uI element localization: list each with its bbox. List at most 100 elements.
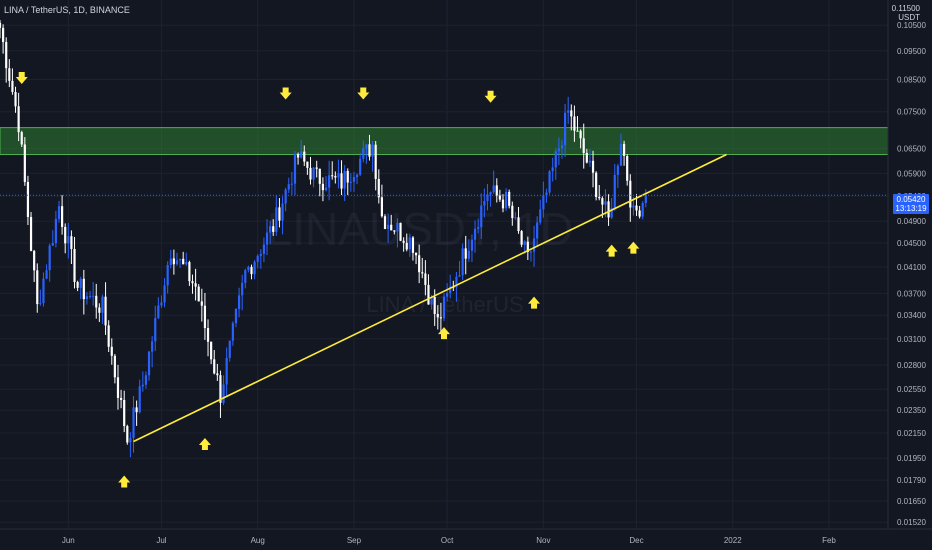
candle-body — [619, 143, 623, 166]
candle-body — [225, 357, 228, 385]
candle-body — [492, 185, 495, 193]
arrow-up-icon — [118, 475, 131, 488]
candle-body — [200, 301, 203, 306]
candle-body — [219, 375, 222, 403]
candle-body — [247, 266, 250, 271]
ascending-trendline — [133, 153, 727, 443]
candle-body — [126, 426, 129, 443]
candle-body — [144, 375, 148, 385]
y-tick-label: 0.01950 — [897, 454, 926, 463]
candle-body — [256, 255, 259, 262]
arrow-up-icon — [605, 244, 618, 257]
candle-body — [157, 305, 160, 319]
candle-body — [259, 253, 262, 256]
candle-body — [172, 258, 175, 265]
candle-body — [318, 168, 321, 184]
last-price-tag: 0.05420 13:13:19 — [893, 194, 929, 214]
candle-body — [250, 266, 253, 275]
candle-body — [113, 355, 116, 378]
axis-unit-label: 0.11500 USDT — [892, 4, 920, 22]
candle-body — [23, 144, 26, 182]
candle-body — [203, 305, 207, 329]
candle-body — [601, 198, 604, 205]
candle-body — [337, 173, 340, 178]
candle-body — [281, 203, 284, 221]
symbol-header[interactable]: LINA / TetherUS, 1D, BINANCE — [4, 5, 130, 15]
candle-body — [523, 241, 526, 245]
candle-body — [278, 207, 281, 221]
candle-body — [182, 258, 185, 265]
candle-body — [539, 209, 542, 223]
candle-body — [151, 341, 154, 352]
candle-body — [29, 217, 33, 251]
arrow-down-icon — [357, 87, 370, 100]
candle-body — [449, 286, 452, 294]
candle-body — [178, 258, 182, 261]
candle-body — [542, 195, 545, 210]
candle-body — [632, 205, 635, 208]
x-tick-label: 2022 — [724, 536, 742, 545]
candle-body — [595, 172, 598, 198]
candle-body — [20, 132, 23, 145]
arrow-down-icon — [279, 87, 292, 100]
candle-body — [262, 244, 266, 254]
candle-body — [638, 210, 641, 217]
candle-body — [191, 281, 194, 284]
candle-body — [300, 151, 303, 158]
candle-body — [275, 207, 278, 232]
candle-body — [387, 224, 390, 229]
candle-body — [362, 148, 365, 159]
candle-body — [355, 174, 359, 178]
candle-body — [2, 27, 5, 42]
candle-body — [107, 325, 110, 347]
x-tick-label: Jun — [62, 536, 75, 545]
candle-body — [511, 205, 514, 219]
candle-body — [598, 197, 601, 199]
candle-body — [483, 201, 486, 206]
candle-body — [359, 158, 362, 175]
candles — [0, 19, 647, 458]
axis-top-price: 0.11500 — [891, 4, 920, 13]
candle-body — [439, 317, 442, 319]
candle-body — [116, 377, 120, 398]
candle-body — [60, 206, 64, 227]
candle-body — [185, 262, 188, 265]
candle-body — [446, 293, 449, 297]
candle-body — [98, 307, 101, 313]
candle-body — [418, 255, 421, 273]
candle-body — [8, 68, 11, 81]
x-tick-label: Dec — [629, 536, 643, 545]
candle-body — [216, 373, 219, 376]
candle-body — [365, 144, 368, 149]
candle-body — [554, 151, 557, 168]
x-tick-label: Feb — [822, 536, 836, 545]
candle-body — [489, 192, 492, 195]
candle-body — [70, 236, 73, 249]
candle-body — [241, 282, 244, 296]
y-tick-label: 0.02150 — [897, 429, 926, 438]
candle-body — [458, 275, 461, 277]
candle-body — [5, 41, 8, 69]
candle-body — [411, 237, 415, 253]
candle-body — [613, 174, 616, 209]
candle-body — [477, 227, 480, 229]
y-tick-label: 0.06500 — [897, 144, 926, 153]
candle-body — [76, 282, 79, 288]
y-tick-label: 0.04900 — [897, 217, 926, 226]
candle-body — [222, 384, 225, 403]
resistance-zone — [0, 127, 889, 155]
arrow-up-icon — [528, 296, 541, 309]
candle-body — [36, 270, 39, 305]
y-tick-label: 0.02800 — [897, 361, 926, 370]
candle-body — [393, 230, 396, 232]
candle-body — [328, 175, 331, 188]
candle-body — [585, 152, 588, 163]
x-tick-label: Aug — [251, 536, 265, 545]
candle-body — [138, 386, 141, 413]
candle-body — [349, 181, 352, 183]
candle-body — [532, 238, 536, 252]
candle-body — [433, 297, 436, 314]
candle-body — [163, 285, 166, 303]
candle-body — [0, 22, 2, 28]
